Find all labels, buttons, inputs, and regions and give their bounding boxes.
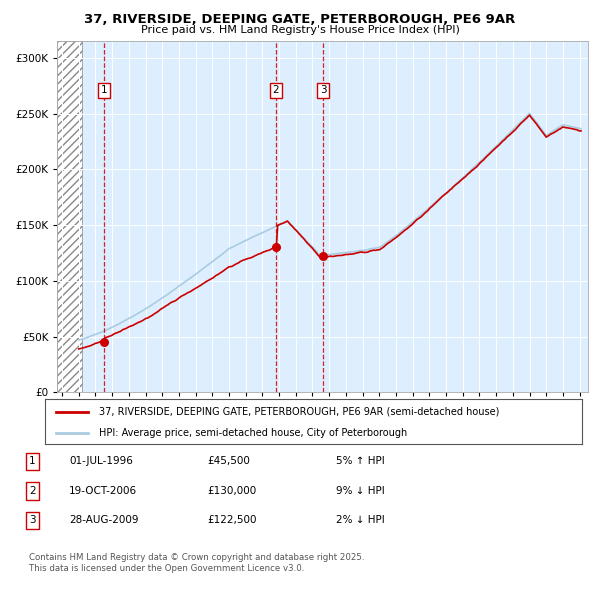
Text: HPI: Average price, semi-detached house, City of Peterborough: HPI: Average price, semi-detached house,… — [98, 428, 407, 438]
Text: 37, RIVERSIDE, DEEPING GATE, PETERBOROUGH, PE6 9AR (semi-detached house): 37, RIVERSIDE, DEEPING GATE, PETERBOROUG… — [98, 407, 499, 417]
Text: 9% ↓ HPI: 9% ↓ HPI — [336, 486, 385, 496]
Text: 01-JUL-1996: 01-JUL-1996 — [69, 457, 133, 466]
Text: 3: 3 — [29, 516, 36, 525]
Text: 3: 3 — [320, 86, 326, 96]
Text: £122,500: £122,500 — [207, 516, 257, 525]
Text: Price paid vs. HM Land Registry's House Price Index (HPI): Price paid vs. HM Land Registry's House … — [140, 25, 460, 35]
Text: This data is licensed under the Open Government Licence v3.0.: This data is licensed under the Open Gov… — [29, 565, 304, 573]
Text: 19-OCT-2006: 19-OCT-2006 — [69, 486, 137, 496]
Text: £130,000: £130,000 — [207, 486, 256, 496]
Text: 5% ↑ HPI: 5% ↑ HPI — [336, 457, 385, 466]
Bar — [57, 41, 82, 392]
Text: £45,500: £45,500 — [207, 457, 250, 466]
Text: 1: 1 — [100, 86, 107, 96]
Text: Contains HM Land Registry data © Crown copyright and database right 2025.: Contains HM Land Registry data © Crown c… — [29, 553, 364, 562]
Text: 2: 2 — [29, 486, 36, 496]
Text: 28-AUG-2009: 28-AUG-2009 — [69, 516, 139, 525]
Text: 37, RIVERSIDE, DEEPING GATE, PETERBOROUGH, PE6 9AR: 37, RIVERSIDE, DEEPING GATE, PETERBOROUG… — [85, 13, 515, 26]
Text: 2: 2 — [272, 86, 279, 96]
Text: 1: 1 — [29, 457, 36, 466]
Text: 2% ↓ HPI: 2% ↓ HPI — [336, 516, 385, 525]
